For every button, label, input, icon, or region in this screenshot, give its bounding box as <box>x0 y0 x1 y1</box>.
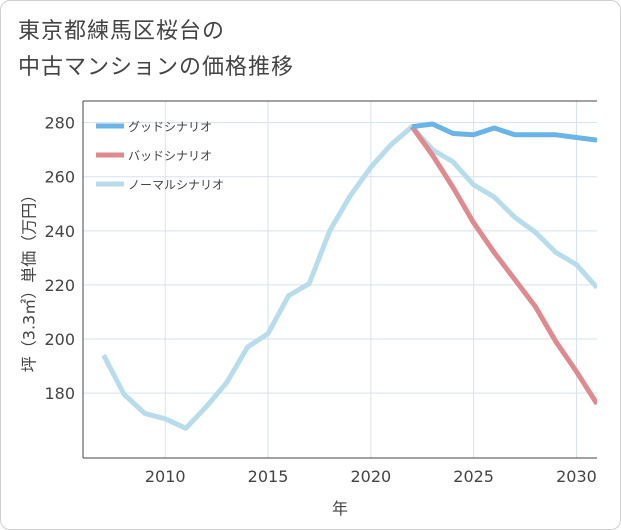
x-axis-title: 年 <box>332 499 348 518</box>
x-tick-label: 2030 <box>556 467 597 486</box>
y-tick-label: 180 <box>44 384 75 403</box>
axes: 2010 2015 2020 2025 2030 180 200 220 240 260 280 <box>44 100 597 486</box>
series-line-0 <box>411 121 597 143</box>
chart-title-line-2: 中古マンションの価格推移 <box>18 55 295 80</box>
legend-label: グッドシナリオ <box>128 120 212 134</box>
x-tick-label: 2015 <box>248 467 289 486</box>
y-tick-label: 200 <box>44 330 75 349</box>
grid <box>83 101 597 458</box>
legend-label: バッドシナリオ <box>128 149 212 163</box>
y-axis-title: 坪（3.3㎡）単価（万円） <box>20 187 39 372</box>
series-line-2 <box>101 124 597 431</box>
y-tick-label: 220 <box>44 276 75 295</box>
y-tick-label: 260 <box>44 168 75 187</box>
x-tick-label: 2020 <box>350 467 391 486</box>
x-tick-label: 2010 <box>145 467 186 486</box>
x-tick-label: 2025 <box>453 467 494 486</box>
series-line-1 <box>409 125 597 406</box>
chart-title: 東京都練馬区桜台の 中古マンションの価格推移 <box>18 14 294 86</box>
chart-title-line-1: 東京都練馬区桜台の <box>18 19 226 44</box>
legend-label: ノーマルシナリオ <box>128 178 224 192</box>
y-tick-label: 280 <box>44 114 75 133</box>
y-tick-label: 240 <box>44 222 75 241</box>
series-lines <box>101 121 597 431</box>
